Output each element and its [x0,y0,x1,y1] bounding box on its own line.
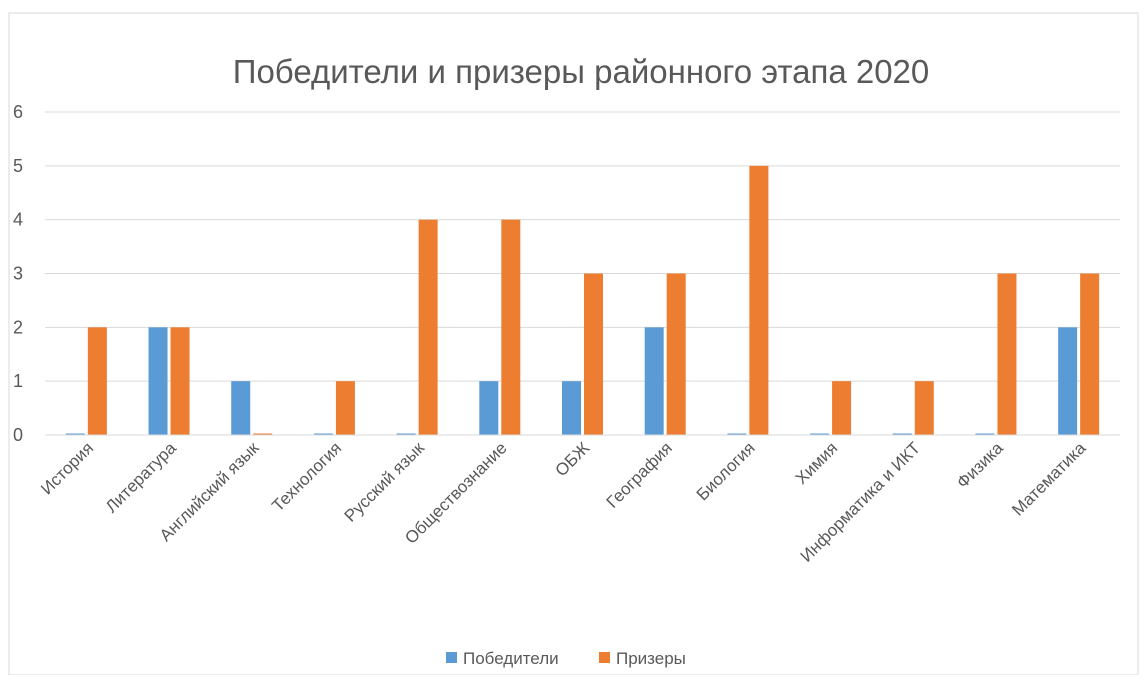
y-tick-label: 6 [13,102,23,122]
bar-winners [1058,327,1078,435]
chart-border [8,12,1139,676]
bar-prizewinners [253,433,273,435]
bars [65,165,1100,436]
chart-title: Победители и призеры районного этапа 202… [233,53,930,90]
bar-winners [231,381,251,435]
bar-prizewinners [335,381,355,435]
legend: Победители Призеры [446,649,686,668]
bar-winners [892,433,912,435]
bar-prizewinners [87,327,107,435]
bar-prizewinners [584,273,603,435]
bar-winners [65,433,85,435]
bar-winners [148,327,168,435]
bar-winners [810,433,830,435]
y-tick-label: 0 [13,425,23,445]
bar-winners [396,433,416,435]
y-tick-label: 1 [13,371,23,391]
bar-winners [562,381,581,435]
gridlines [45,111,1120,382]
bar-prizewinners [501,219,521,435]
bar-prizewinners [832,381,852,435]
bar-prizewinners [749,165,769,436]
bar-prizewinners [418,219,438,435]
bar-winners [479,381,499,435]
bar-prizewinners [997,273,1017,435]
y-axis-ticks: 0 1 2 3 4 5 6 [13,102,23,445]
bar-prizewinners [666,273,686,435]
legend-swatch [446,652,457,663]
legend-swatch [599,652,610,663]
y-tick-label: 3 [13,264,23,284]
legend-label: Победители [463,649,559,668]
bar-winners [975,433,995,435]
y-tick-label: 4 [13,210,23,230]
legend-label: Призеры [616,649,686,668]
y-tick-label: 2 [13,317,23,337]
bar-winners [727,433,747,435]
bar-prizewinners [170,327,190,435]
bar-prizewinners [914,381,934,435]
bar-winners [313,433,333,435]
bar-prizewinners [1080,273,1100,435]
bar-winners [644,327,664,435]
y-tick-label: 5 [13,156,23,176]
